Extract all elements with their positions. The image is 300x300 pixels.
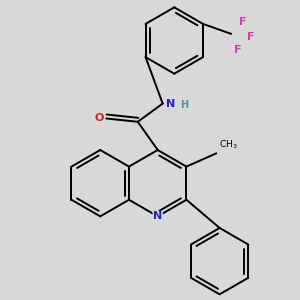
Text: N: N [166, 98, 175, 109]
Text: N: N [153, 212, 162, 221]
Text: F: F [248, 32, 255, 42]
Text: CH$_3$: CH$_3$ [219, 138, 238, 151]
Text: F: F [239, 17, 247, 27]
Text: O: O [95, 113, 104, 124]
Text: H: H [180, 100, 188, 110]
Text: F: F [234, 46, 242, 56]
